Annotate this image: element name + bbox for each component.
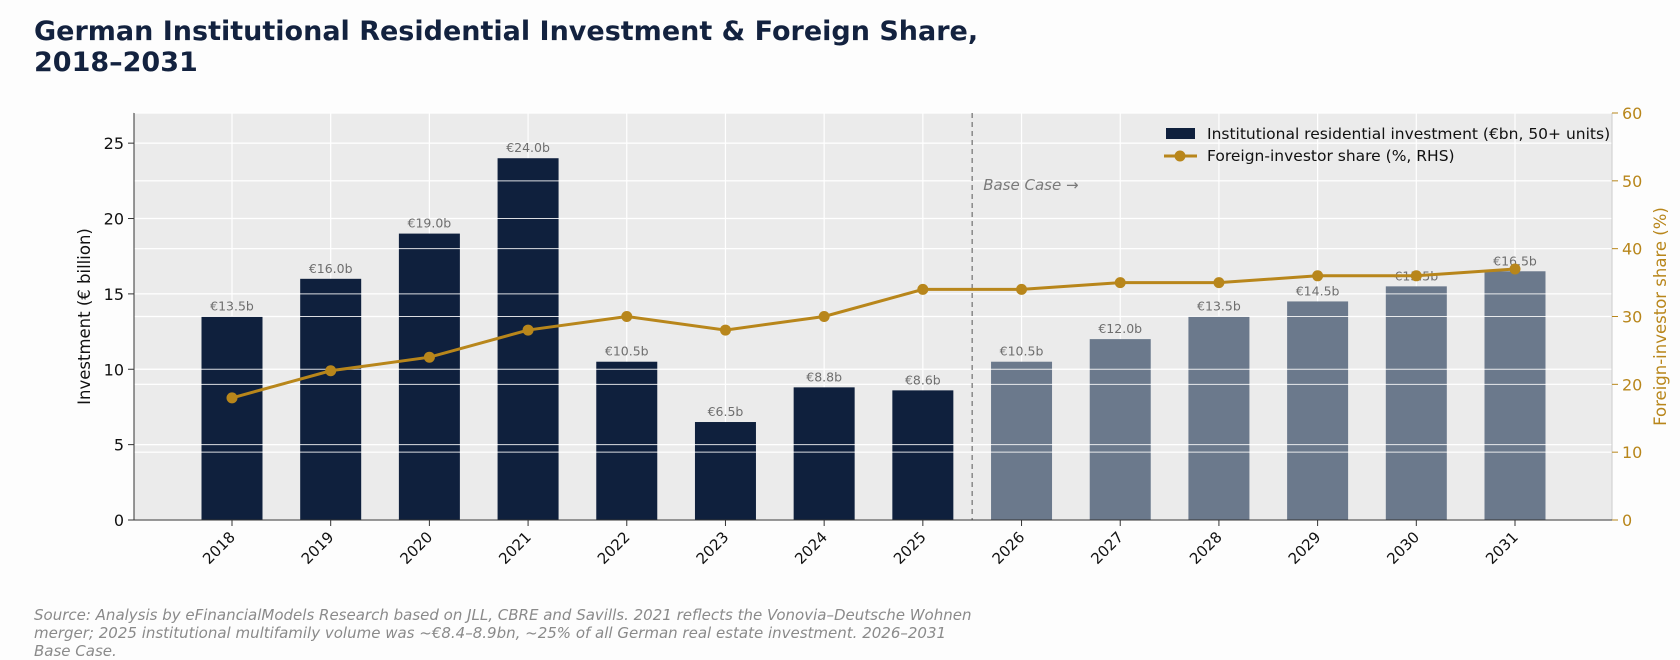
- line-point-2026: [1016, 283, 1028, 295]
- y-right-tick-label: 20: [1622, 375, 1642, 394]
- bar-label-2026: €10.5b: [1000, 344, 1044, 359]
- line-point-2027: [1114, 277, 1126, 289]
- x-tick-label-2020: 2020: [396, 528, 436, 568]
- bar-label-2029: €14.5b: [1296, 283, 1340, 298]
- y-right-tick-label: 40: [1622, 240, 1642, 259]
- line-point-2018: [226, 392, 238, 404]
- bar-label-2021: €24.0b: [506, 140, 550, 155]
- foreign-share-line: [226, 263, 1521, 404]
- x-tick-label-2027: 2027: [1087, 528, 1127, 568]
- legend-swatch-bar: [1166, 128, 1195, 139]
- y-right-tick-label: 30: [1622, 308, 1642, 327]
- bars: [134, 112, 1612, 521]
- legend: Institutional residential investment (€b…: [1164, 125, 1610, 165]
- bar-label-2027: €12.0b: [1098, 321, 1142, 336]
- bar-label-2031: €16.5b: [1493, 253, 1537, 268]
- x-tick-label-2031: 2031: [1482, 528, 1522, 568]
- bar-2020: [398, 233, 460, 520]
- bar-label-2024: €8.8b: [806, 369, 842, 384]
- x-tick-label-2026: 2026: [989, 528, 1029, 568]
- line-point-2023: [719, 324, 731, 336]
- legend-label-line: Foreign-investor share (%, RHS): [1207, 147, 1455, 165]
- bar-2025: [892, 390, 954, 520]
- x-tick-label-2029: 2029: [1285, 528, 1325, 568]
- bar-label-2028: €13.5b: [1197, 299, 1241, 314]
- bar-label-2022: €10.5b: [605, 344, 649, 359]
- x-tick-label-2030: 2030: [1383, 528, 1423, 568]
- line-point-2019: [325, 365, 337, 377]
- bar-2021: [497, 158, 559, 520]
- bar-2029: [1287, 301, 1349, 520]
- y-right-tick-label: 60: [1622, 104, 1642, 123]
- x-tick-label-2023: 2023: [693, 528, 733, 568]
- y-tick-label: 10: [104, 360, 124, 379]
- y-axis-label: Investment (€ billion): [75, 228, 94, 405]
- y-right-tick-label: 50: [1622, 172, 1642, 191]
- y-tick-label: 15: [104, 285, 124, 304]
- legend-label-bar: Institutional residential investment (€b…: [1207, 125, 1610, 143]
- bar-2026: [991, 361, 1053, 520]
- x-tick-label-2021: 2021: [495, 528, 535, 568]
- bar-label-2025: €8.6b: [905, 372, 941, 387]
- y-tick-label: 5: [114, 436, 124, 455]
- bar-2031: [1484, 271, 1546, 520]
- bar-2027: [1089, 339, 1151, 520]
- bar-label-2020: €19.0b: [408, 216, 452, 231]
- x-tick-label-2019: 2019: [298, 528, 338, 568]
- x-tick-label-2018: 2018: [199, 528, 239, 568]
- y-right-axis-label: Foreign-investor share (%): [1651, 207, 1670, 426]
- y-tick-label: 0: [114, 511, 124, 530]
- bar-label-2018: €13.5b: [210, 299, 254, 314]
- x-tick-label-2022: 2022: [594, 528, 634, 568]
- line-point-2028: [1213, 277, 1225, 289]
- line-point-2021: [522, 324, 534, 336]
- line-point-2030: [1410, 270, 1422, 282]
- line-point-2031: [1509, 263, 1521, 275]
- y-tick-label: 20: [104, 210, 124, 229]
- line-point-2029: [1312, 270, 1324, 282]
- bar-label-2023: €6.5b: [708, 404, 744, 419]
- bar-2028: [1188, 316, 1250, 520]
- bar-2024: [793, 387, 855, 520]
- line-path: [231, 267, 1516, 400]
- chart-title: German Institutional Residential Investm…: [34, 16, 979, 78]
- forecast-label: Base Case →: [983, 176, 1078, 194]
- y-right-tick-label: 10: [1622, 443, 1642, 462]
- source-note: Source: Analysis by eFinancialModels Res…: [34, 606, 972, 660]
- line-point-2025: [917, 283, 929, 295]
- line-point-2020: [423, 351, 435, 363]
- line-point-2022: [621, 311, 633, 322]
- bar-2030: [1385, 286, 1447, 520]
- line-point-2024: [818, 311, 830, 322]
- legend-swatch-marker: [1174, 150, 1186, 162]
- x-tick-label-2024: 2024: [791, 528, 831, 568]
- bar-2022: [596, 361, 658, 520]
- y-tick-label: 25: [104, 134, 124, 153]
- x-tick-label-2025: 2025: [890, 528, 930, 568]
- bar-2018: [201, 316, 263, 520]
- x-tick-label-2028: 2028: [1186, 528, 1226, 568]
- bar-2023: [694, 422, 756, 520]
- forecast-divider: Base Case →: [971, 113, 1079, 520]
- bar-label-2019: €16.0b: [309, 261, 353, 276]
- y-right-tick-label: 0: [1622, 511, 1632, 530]
- bar-2019: [300, 278, 362, 520]
- bar-data-labels: €13.5b €16.0b €19.0b €24.0b €10.5b €6.5b €8.8b…: [210, 140, 1537, 419]
